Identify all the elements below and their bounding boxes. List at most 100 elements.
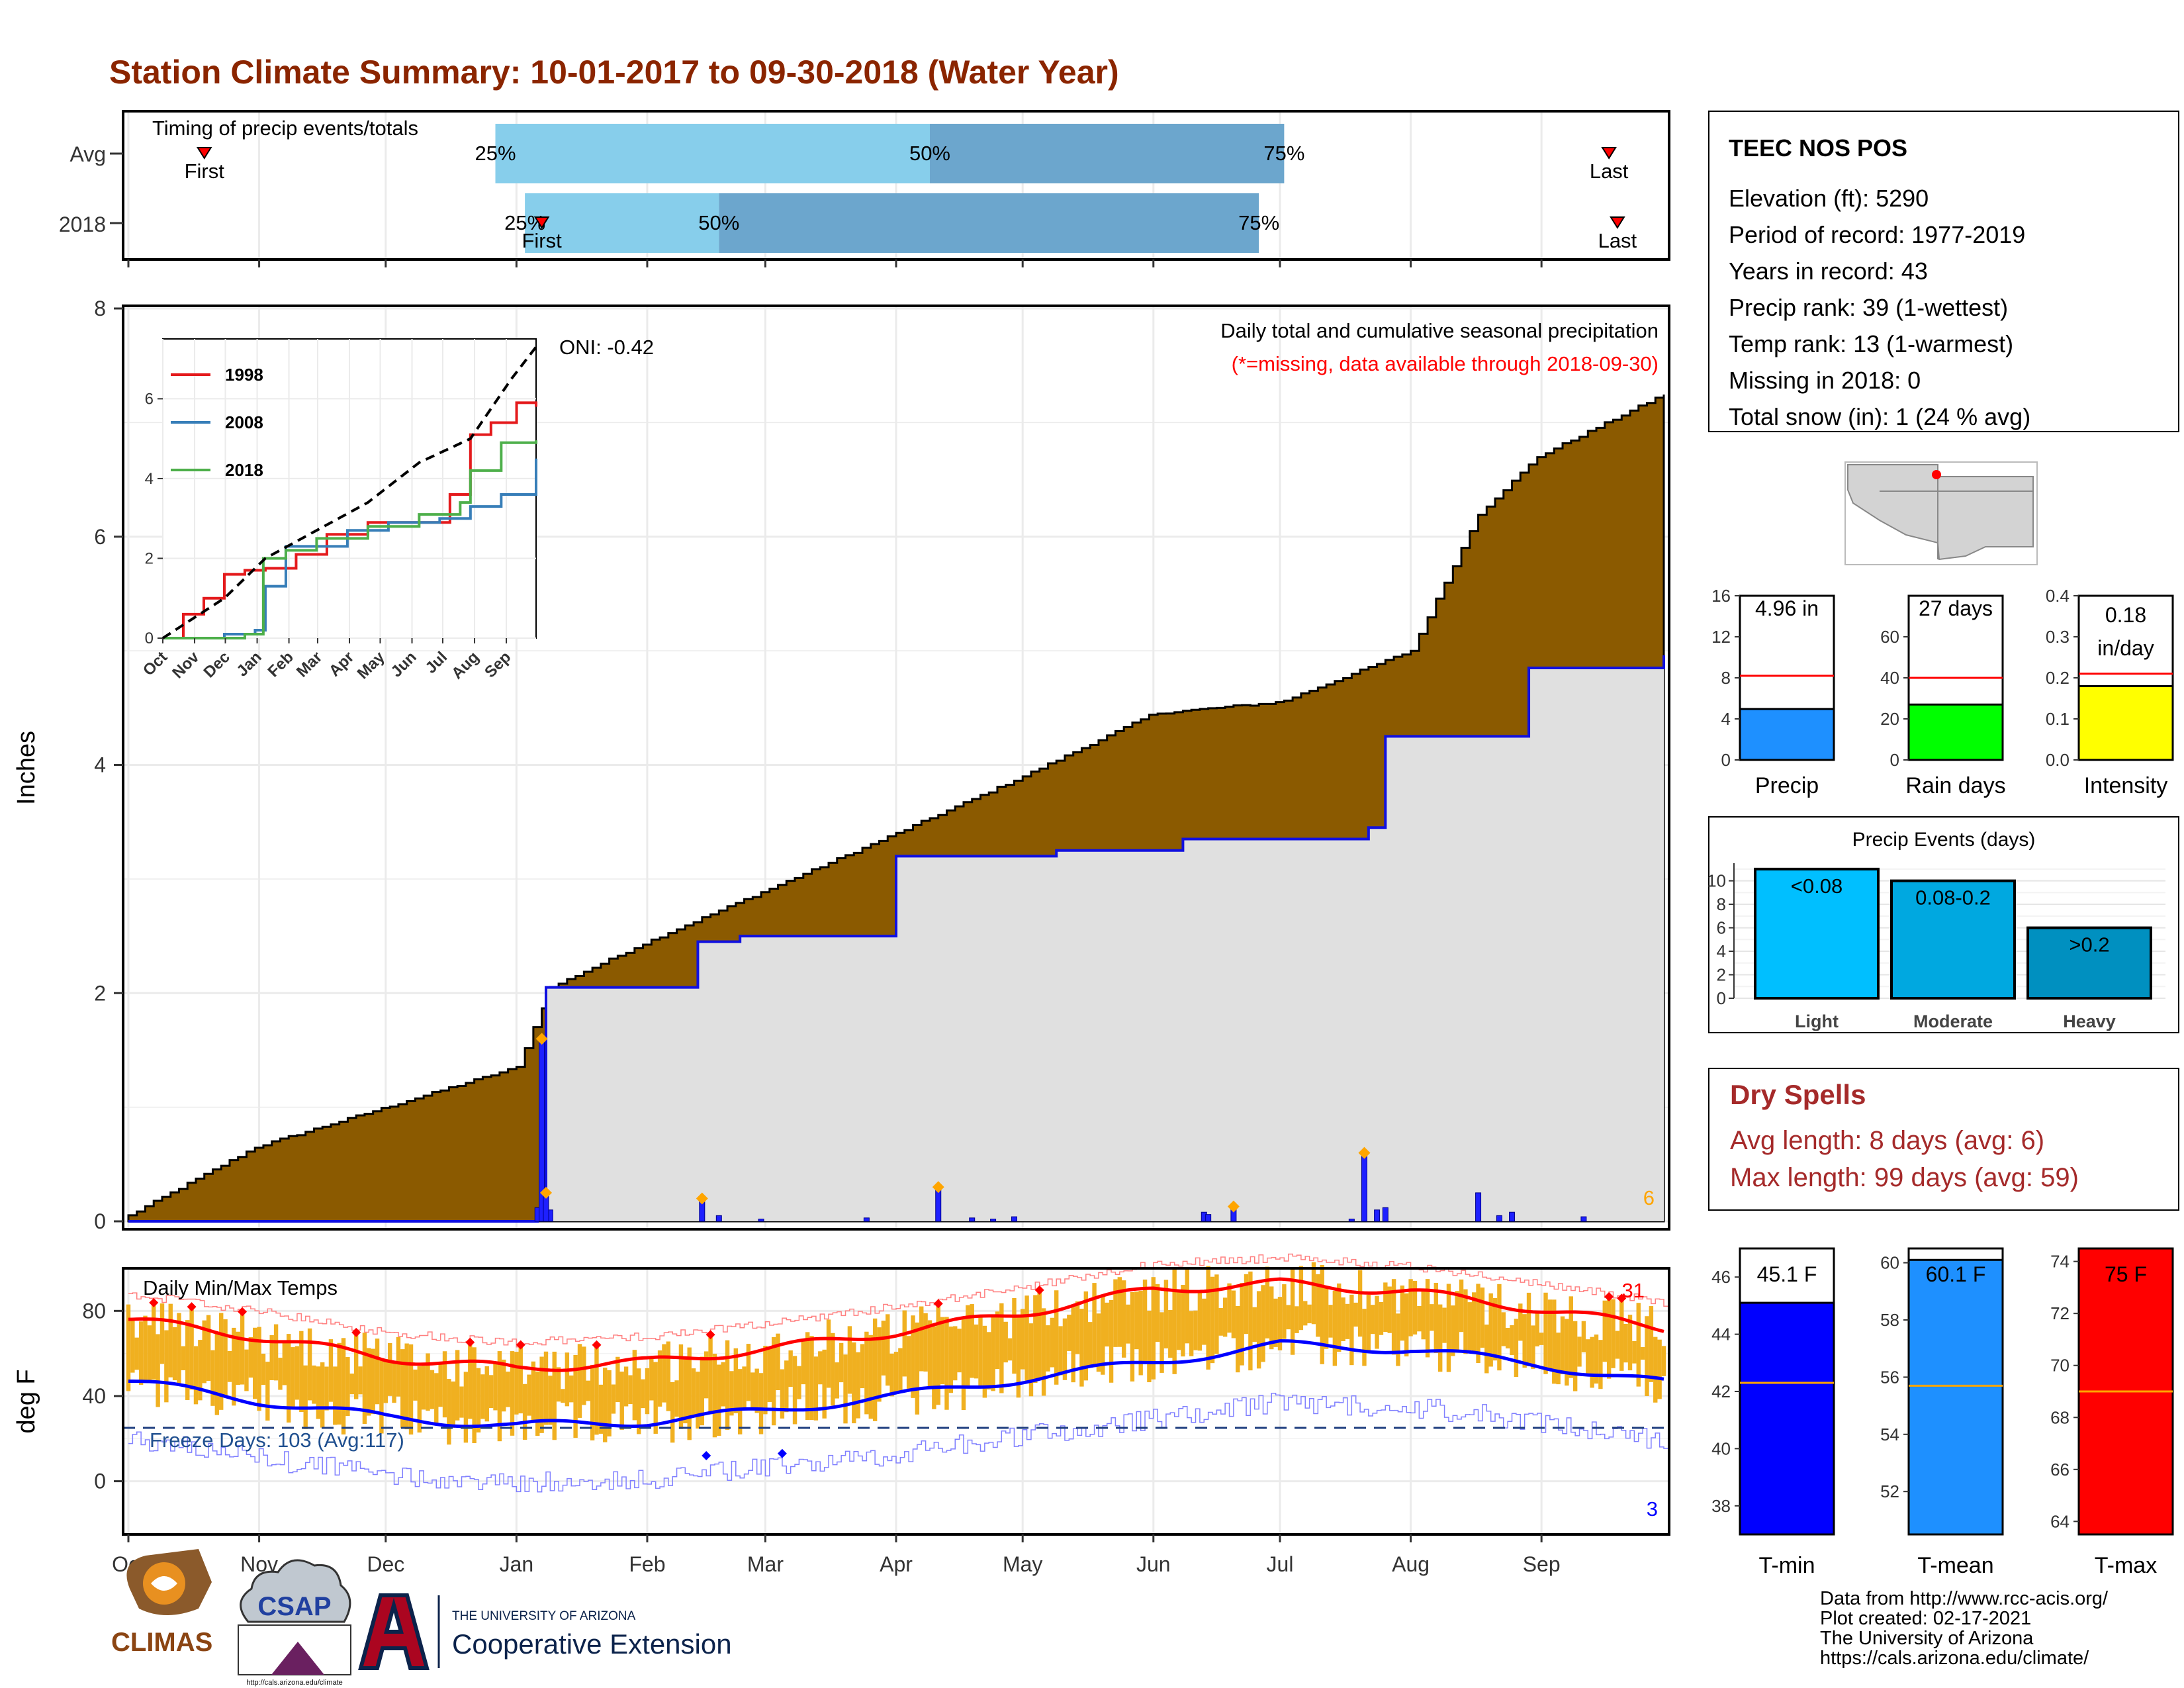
temp-day-bar xyxy=(927,1320,933,1388)
temp-day-bar xyxy=(1627,1315,1633,1371)
temp-day-bar xyxy=(687,1347,692,1440)
temp-day-bar xyxy=(1041,1308,1046,1396)
station-years: Years in record: 43 xyxy=(1729,258,1928,285)
record-high-marker xyxy=(1034,1285,1044,1295)
timing-row-avg-label: Avg xyxy=(69,142,106,166)
temp-day-bar xyxy=(649,1357,654,1401)
temp-day-bar xyxy=(1028,1323,1034,1397)
record-high-marker xyxy=(1617,1293,1627,1303)
temp-day-bar xyxy=(1375,1295,1379,1349)
month-label: Feb xyxy=(629,1552,665,1576)
temp-day-bar xyxy=(1298,1266,1304,1331)
temp-day-bar xyxy=(628,1375,633,1405)
temp-day-bar xyxy=(1602,1300,1607,1362)
tgauge-tmin-value: 45.1 F xyxy=(1757,1262,1817,1286)
last-event-label: Last xyxy=(1590,160,1629,183)
temp-day-bar xyxy=(539,1356,544,1433)
temp-day-bar xyxy=(839,1342,844,1383)
temp-day-bar xyxy=(611,1384,616,1414)
temp-day-bar xyxy=(522,1383,527,1440)
credit-university: The University of Arizona xyxy=(1820,1628,2034,1649)
temp-day-bar xyxy=(189,1307,194,1390)
record-high-marker xyxy=(933,1299,943,1309)
temp-day-bar xyxy=(286,1334,291,1423)
station-name: TEEC NOS POS xyxy=(1729,134,1907,162)
precip-frame xyxy=(122,305,1670,1231)
gauge-rain_days-value: 27 days xyxy=(1919,596,1993,620)
station-precip-rank: Precip rank: 39 (1-wettest) xyxy=(1729,294,2008,321)
events-category-label: Light xyxy=(1795,1011,1839,1031)
tgauge-tick-label: 56 xyxy=(1880,1367,1899,1387)
inset-legend-label: 1998 xyxy=(225,365,263,385)
avg-max-line xyxy=(128,1277,1664,1372)
inset-ytick-label: 4 xyxy=(145,470,154,488)
temp-day-bar xyxy=(813,1356,819,1421)
temp-day-bar xyxy=(1345,1303,1350,1339)
temp-day-bar xyxy=(864,1331,869,1415)
max-record-count: 31 xyxy=(1622,1279,1645,1302)
temp-day-bar xyxy=(923,1313,928,1372)
temp-day-bar xyxy=(198,1340,203,1401)
temp-day-bar xyxy=(244,1349,249,1391)
oni-value: ONI: -0.42 xyxy=(559,336,654,359)
temp-day-bar xyxy=(1316,1274,1320,1337)
timing-bar-late xyxy=(719,193,1259,253)
temp-day-bar xyxy=(1417,1305,1422,1332)
record-low-marker xyxy=(702,1451,711,1461)
min-record-count: 3 xyxy=(1647,1497,1658,1521)
timing-row-2018-label: 2018 xyxy=(59,212,106,236)
temp-day-bar xyxy=(299,1331,304,1413)
temp-day-bar xyxy=(721,1362,725,1407)
temp-day-bar xyxy=(1273,1298,1278,1347)
events-ytick-label: 6 xyxy=(1717,918,1726,938)
temp-gauges: 45.1 F 38 40 42 44 46 T-min 60.1 F 52 54 56 58 60 T-m… xyxy=(1711,1247,2174,1578)
temp-day-bar xyxy=(1661,1346,1666,1376)
temp-day-bar xyxy=(392,1362,396,1403)
temp-day-bar xyxy=(889,1353,894,1397)
temp-day-bar xyxy=(480,1374,485,1419)
temp-day-bar xyxy=(1206,1266,1210,1370)
temp-day-bar xyxy=(831,1333,835,1406)
record-high-marker xyxy=(149,1297,159,1307)
temp-day-bar xyxy=(868,1335,873,1419)
station-snow: Total snow (in): 1 (24 % avg) xyxy=(1729,403,2030,430)
events-ytick-label: 0 xyxy=(1717,988,1726,1008)
temp-day-bar xyxy=(367,1348,371,1416)
temp-day-bar xyxy=(708,1335,713,1415)
gauge-rain_days-label: Rain days xyxy=(1905,773,2005,798)
temp-day-bar xyxy=(1138,1290,1143,1376)
last-event-marker-icon xyxy=(1601,147,1617,160)
station-box xyxy=(1708,111,2179,432)
csap-cloud xyxy=(240,1559,351,1623)
temp-day-bar xyxy=(1236,1305,1240,1373)
temp-day-bar xyxy=(1033,1295,1038,1383)
temp-day-bar xyxy=(696,1372,700,1429)
temp-day-bar xyxy=(835,1362,839,1399)
events-bar-label: <0.08 xyxy=(1791,874,1843,898)
tgauge-tick-label: 72 xyxy=(2050,1303,2070,1323)
temp-day-bar xyxy=(1400,1285,1405,1341)
temp-day-bar xyxy=(1160,1312,1164,1373)
temp-day-bar xyxy=(1071,1307,1075,1383)
gauge-tick-label: 0.2 xyxy=(2046,668,2070,688)
temp-day-bar xyxy=(463,1372,469,1443)
temp-day-bar xyxy=(1437,1304,1443,1372)
temp-day-bar xyxy=(434,1373,439,1424)
temp-day-bar xyxy=(991,1314,995,1391)
year-cumulative-line xyxy=(128,655,1665,1223)
temp-day-bar xyxy=(1606,1296,1612,1379)
temp-day-bar xyxy=(966,1305,970,1387)
tgauge-tick-label: 44 xyxy=(1711,1325,1731,1344)
temp-day-bar xyxy=(1197,1290,1203,1351)
temp-day-bar xyxy=(594,1344,599,1435)
temp-day-bar xyxy=(906,1336,911,1389)
temp-day-bar xyxy=(1320,1264,1324,1364)
temp-day-bar xyxy=(442,1351,447,1418)
temp-day-bar xyxy=(358,1366,363,1395)
gauge-tick-label: 20 xyxy=(1880,709,1899,729)
precip-daily-bar xyxy=(863,1217,870,1222)
precip-daily-bar xyxy=(715,1215,722,1222)
temp-day-bar xyxy=(995,1311,1000,1370)
climas-swirl xyxy=(151,1576,177,1591)
temp-day-bar xyxy=(1526,1292,1531,1366)
